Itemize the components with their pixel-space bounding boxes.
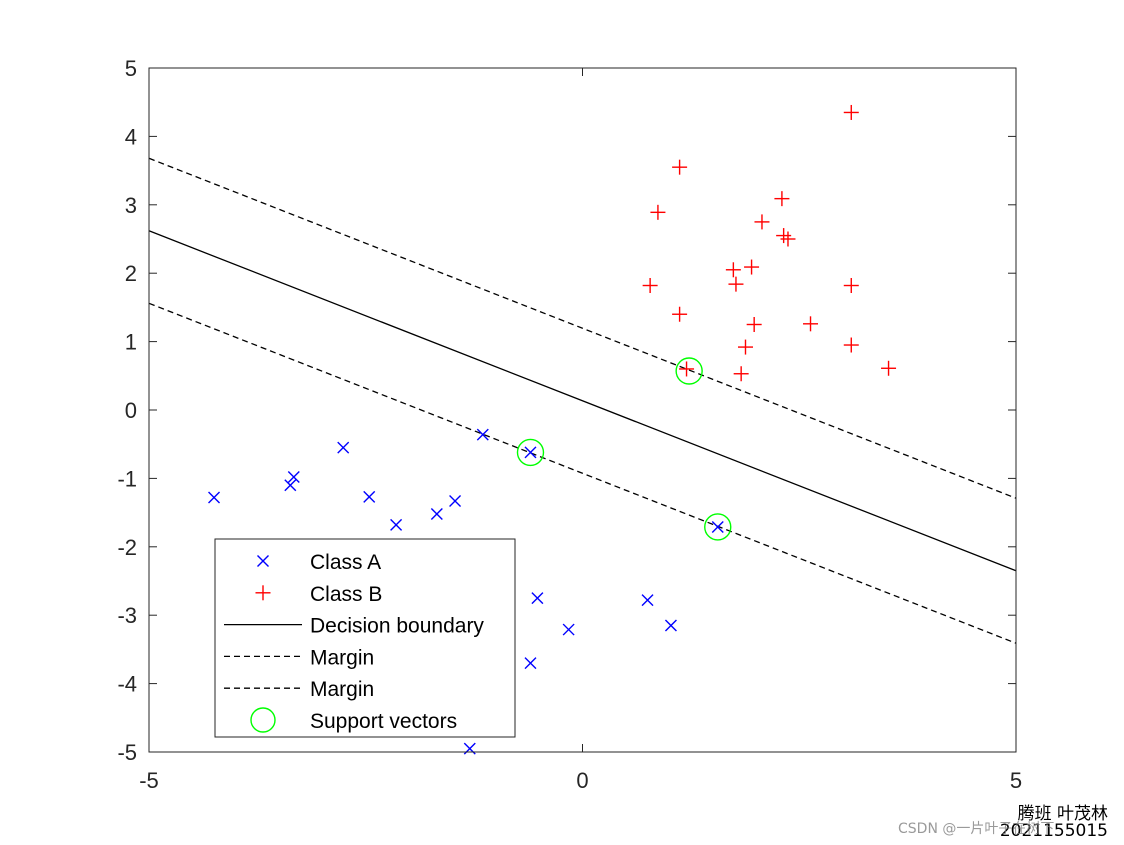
class-a-point-13 — [641, 594, 654, 607]
legend-entry-2: Decision boundary — [224, 615, 484, 638]
legend-label: Class B — [310, 583, 382, 606]
y-tick-label: -2 — [117, 535, 137, 560]
legend-box — [214, 538, 516, 738]
class-b-point-2 — [774, 191, 790, 207]
legend-class-a-icon — [257, 555, 269, 567]
legend-label: Support vectors — [310, 710, 457, 733]
y-tick-label: 0 — [125, 398, 137, 423]
class-a-point-8 — [476, 428, 489, 441]
legend-class-b-icon — [255, 585, 271, 601]
class-b-point-13 — [746, 317, 762, 332]
support-vectors-layer — [516, 357, 732, 541]
class-a-point-5 — [390, 518, 403, 531]
lines-layer — [148, 157, 1017, 644]
class-b-point-3 — [650, 204, 666, 220]
y-tick-label: -1 — [117, 466, 137, 491]
y-tick-label: 3 — [125, 193, 137, 218]
class-a-point-0 — [208, 491, 221, 504]
legend: Class A Class B Decision boundary Margin Mar… — [214, 538, 516, 738]
legend-support-vector-icon — [250, 707, 276, 733]
axis-ticks: -5 0 5 5 4 3 2 1 0 -1 -2 -3 -4 -5 — [117, 56, 1022, 793]
x-tick-label: -5 — [139, 768, 159, 793]
class-b-point-6 — [780, 231, 796, 247]
line-margin-1 — [148, 157, 1017, 499]
class-b-point-16 — [843, 337, 859, 353]
class-b-point-15 — [737, 339, 753, 355]
legend-label: Class A — [310, 551, 381, 574]
class-b-point-11 — [843, 278, 859, 294]
y-tick-label: -5 — [117, 740, 137, 765]
legend-entry-1: Class B — [255, 583, 382, 606]
class-b-point-17 — [733, 366, 749, 382]
class-a-point-10 — [711, 520, 724, 533]
class-b-point-9 — [642, 278, 658, 294]
class-b-point-8 — [744, 259, 760, 275]
class-a-point-7 — [449, 494, 462, 507]
support-vector-circle-0 — [675, 357, 703, 385]
class-b-point-18 — [881, 360, 897, 376]
class-b-point-1 — [672, 159, 688, 175]
class-b-point-7 — [725, 262, 741, 278]
x-tick-label: 0 — [576, 768, 588, 793]
class-a-point-4 — [363, 490, 376, 503]
legend-label: Margin — [310, 646, 374, 669]
y-tick-label: 4 — [125, 124, 137, 149]
class-a-point-6 — [430, 507, 443, 520]
line-margin-2 — [148, 302, 1017, 644]
y-tick-label: -3 — [117, 603, 137, 628]
y-tick-label: 2 — [125, 261, 137, 286]
class-a-point-9 — [524, 446, 537, 459]
support-vector-circle-1 — [516, 438, 545, 467]
class-a-point-12 — [562, 623, 575, 636]
y-tick-label: -4 — [117, 672, 137, 697]
class-a-point-2 — [284, 479, 297, 492]
line-decision-boundary-0 — [148, 230, 1017, 572]
legend-entry-3: Margin — [224, 646, 374, 669]
class-b-point-4 — [754, 214, 770, 230]
legend-entry-4: Margin — [224, 678, 374, 701]
author-id: 2021155015 — [999, 821, 1108, 841]
class-a-point-14 — [664, 619, 677, 632]
class-a-point-3 — [337, 441, 350, 454]
class-b-point-19 — [679, 361, 695, 377]
legend-label: Decision boundary — [310, 615, 484, 638]
class-b-point-0 — [843, 104, 859, 120]
legend-label: Margin — [310, 678, 374, 701]
x-tick-label: 5 — [1010, 768, 1022, 793]
class-a-point-11 — [531, 592, 544, 605]
class-a-point-1 — [287, 471, 300, 484]
csdn-watermark: CSDN @一片叶子在树下 — [898, 821, 1055, 837]
author-name: 腾班 叶茂林 — [1017, 804, 1108, 824]
class-b-point-14 — [803, 316, 819, 332]
class-b-point-10 — [728, 276, 744, 292]
y-tick-label: 5 — [125, 56, 137, 81]
legend-entry-5: Support vectors — [250, 707, 457, 733]
points-layer — [208, 104, 897, 755]
class-a-point-15 — [524, 657, 537, 670]
legend-entry-0: Class A — [257, 551, 381, 574]
class-b-point-12 — [672, 306, 688, 322]
y-tick-label: 1 — [125, 330, 137, 355]
support-vector-circle-2 — [704, 513, 732, 541]
